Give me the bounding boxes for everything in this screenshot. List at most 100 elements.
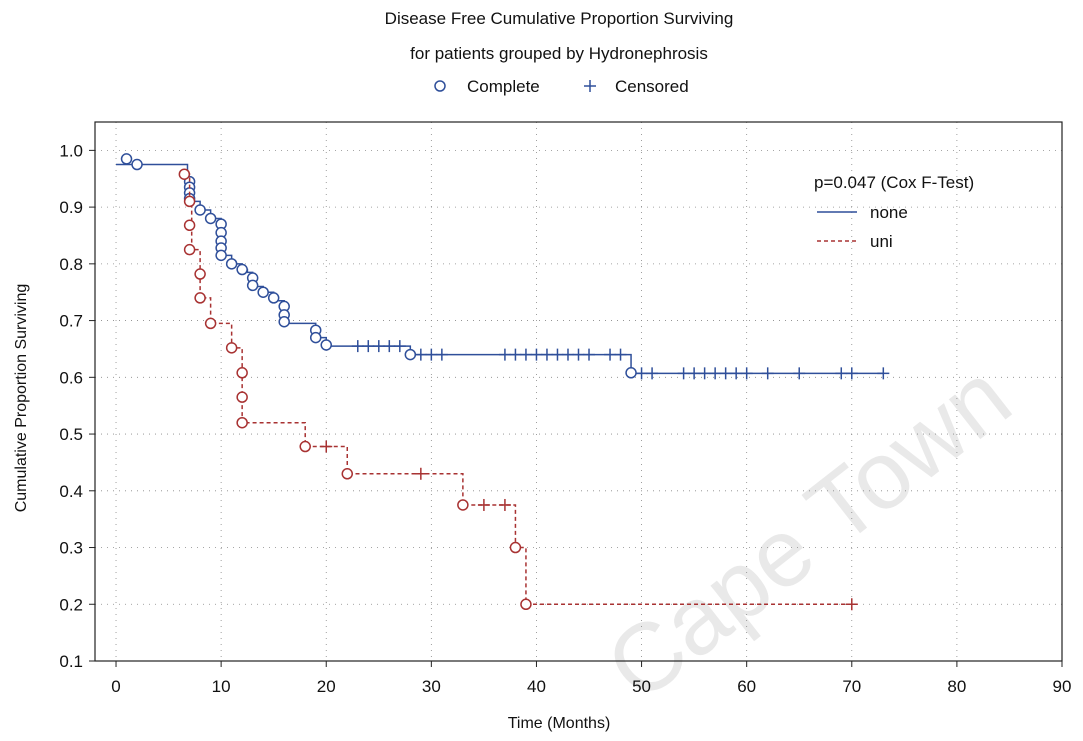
censored-mark (698, 367, 711, 380)
complete-mark (194, 292, 206, 304)
complete-mark (509, 541, 522, 554)
y-tick-label: 0.9 (59, 198, 83, 217)
censored-mark (351, 340, 364, 353)
censored-mark (719, 367, 732, 380)
complete-mark (225, 342, 238, 354)
x-tick-label: 90 (1053, 677, 1072, 696)
complete-mark (236, 367, 248, 379)
censored-mark (845, 598, 858, 611)
tick-labels: 0 10 20 30 40 50 60 70 80 90 0.1 0.2 0.3 0.4 0.5 0.6 0.7… (59, 141, 1071, 696)
complete-marker-icon (434, 80, 446, 92)
censored-mark (877, 367, 890, 380)
y-tick-label: 0.6 (59, 368, 83, 387)
y-tick-label: 0.8 (59, 255, 83, 274)
complete-mark (204, 212, 217, 225)
y-tick-label: 0.7 (59, 312, 83, 331)
censored-mark (835, 367, 848, 380)
complete-mark (404, 348, 417, 361)
censored-mark (425, 348, 438, 361)
complete-mark (120, 153, 133, 165)
complete-legend-label: Complete (467, 77, 540, 96)
complete-mark (204, 317, 217, 330)
complete-mark (457, 499, 469, 511)
y-tick-label: 0.3 (59, 539, 83, 558)
series-uni (178, 168, 858, 611)
complete-mark (183, 243, 196, 256)
censored-mark (383, 340, 396, 353)
complete-mark (257, 286, 269, 298)
censored-marker-icon (584, 80, 596, 92)
plot-border (94, 121, 1063, 662)
x-tick-label: 80 (947, 677, 966, 696)
x-tick-label: 20 (317, 677, 336, 696)
y-tick-label: 0.2 (59, 595, 83, 614)
series-line-uni (179, 173, 852, 606)
censored-mark (730, 367, 743, 380)
watermark-text: Cape Town (587, 343, 1030, 722)
censored-mark (614, 348, 627, 361)
series-none (116, 153, 890, 380)
censored-mark (646, 367, 659, 380)
x-tick-label: 50 (632, 677, 651, 696)
censored-mark (604, 348, 617, 361)
censored-mark (688, 367, 701, 380)
y-tick-label: 1.0 (59, 141, 83, 160)
complete-mark (183, 219, 196, 232)
censored-mark (393, 340, 406, 353)
x-axis-label: Time (Months) (508, 715, 611, 732)
censored-mark (561, 348, 574, 361)
x-tick-label: 60 (737, 677, 756, 696)
plot-frame (89, 121, 1063, 667)
y-axis-label: Cumulative Proportion Surviving (13, 284, 30, 513)
censored-mark (435, 348, 448, 361)
censored-mark (740, 367, 753, 380)
complete-mark (236, 391, 248, 403)
censored-mark (540, 348, 553, 361)
x-tick-label: 0 (111, 677, 120, 696)
censored-mark (635, 367, 648, 380)
censored-mark (320, 440, 333, 453)
series-layer (116, 153, 890, 611)
complete-mark (625, 367, 637, 379)
complete-mark (225, 258, 238, 270)
y-tick-label: 0.4 (59, 482, 83, 501)
complete-mark (267, 292, 280, 304)
complete-mark (194, 268, 206, 280)
complete-mark (194, 204, 206, 216)
x-tick-label: 70 (842, 677, 861, 696)
censored-mark (761, 367, 774, 380)
complete-mark (278, 315, 290, 328)
censored-mark (583, 348, 596, 361)
censored-mark (709, 367, 722, 380)
censored-mark (793, 367, 806, 380)
y-tick-label: 0.1 (59, 652, 83, 671)
censored-mark (572, 348, 585, 361)
series-legend: p=0.047 (Cox F-Test) none uni (814, 173, 974, 251)
censored-mark (519, 348, 532, 361)
y-tick-label: 0.5 (59, 425, 83, 444)
censored-mark (551, 348, 564, 361)
legend-label-uni: uni (870, 232, 893, 251)
chart-subtitle: for patients grouped by Hydronephrosis (410, 44, 708, 63)
complete-mark (183, 195, 196, 208)
complete-mark (520, 598, 532, 611)
complete-mark (236, 416, 248, 429)
x-tick-label: 10 (212, 677, 231, 696)
censored-mark (677, 367, 690, 380)
censored-mark (372, 340, 385, 353)
complete-mark (236, 263, 248, 276)
complete-mark (131, 158, 143, 171)
censored-mark (498, 348, 511, 361)
censored-mark (509, 348, 522, 361)
censored-mark (414, 467, 427, 480)
p-value-note: p=0.047 (Cox F-Test) (814, 173, 974, 192)
complete-mark (299, 440, 311, 453)
censored-mark (477, 498, 490, 511)
censored-mark (530, 348, 543, 361)
marker-legend: Complete Censored (434, 77, 689, 96)
x-tick-label: 30 (422, 677, 441, 696)
censored-legend-label: Censored (615, 77, 689, 96)
censored-mark (414, 348, 427, 361)
complete-mark (178, 168, 191, 180)
